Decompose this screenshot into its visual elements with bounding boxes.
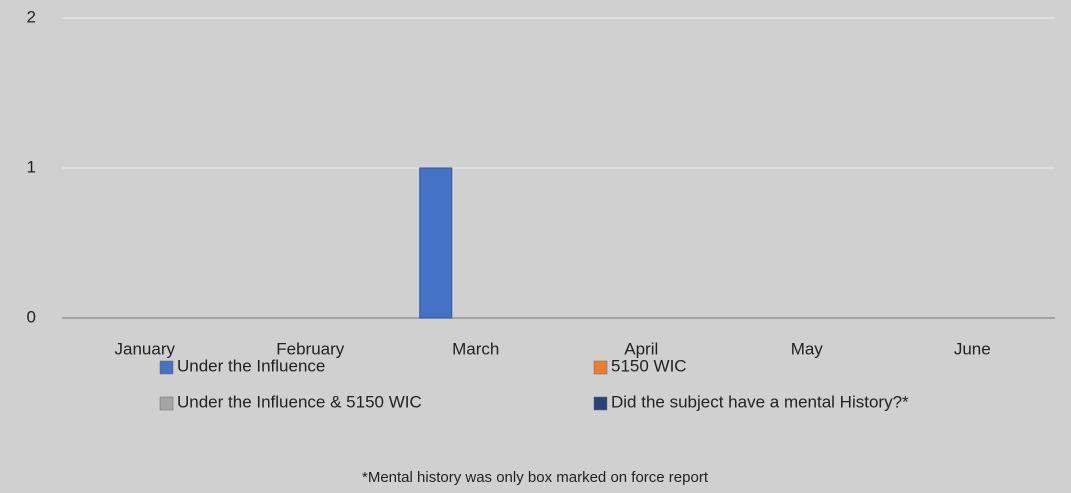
legend-label: Did the subject have a mental History?* bbox=[611, 392, 909, 411]
x-tick-label: January bbox=[115, 339, 176, 358]
legend-swatch bbox=[159, 396, 174, 411]
x-tick-label: June bbox=[954, 339, 991, 358]
y-tick-label: 0 bbox=[27, 307, 36, 326]
x-tick-label: May bbox=[791, 339, 824, 358]
y-tick-label: 1 bbox=[27, 157, 36, 176]
legend-label: Under the Influence bbox=[177, 356, 325, 375]
x-tick-label: February bbox=[276, 339, 345, 358]
legend-swatch bbox=[593, 360, 608, 375]
legend-swatch bbox=[159, 360, 174, 375]
bar bbox=[419, 167, 453, 319]
footnote: *Mental history was only box marked on f… bbox=[362, 469, 709, 486]
legend-label: Under the Influence & 5150 WIC bbox=[177, 392, 422, 411]
legend-swatch bbox=[593, 396, 608, 411]
x-tick-label: March bbox=[452, 339, 499, 358]
legend-label: 5150 WIC bbox=[611, 356, 687, 375]
x-tick-label: April bbox=[624, 339, 658, 358]
y-tick-label: 2 bbox=[27, 7, 36, 26]
